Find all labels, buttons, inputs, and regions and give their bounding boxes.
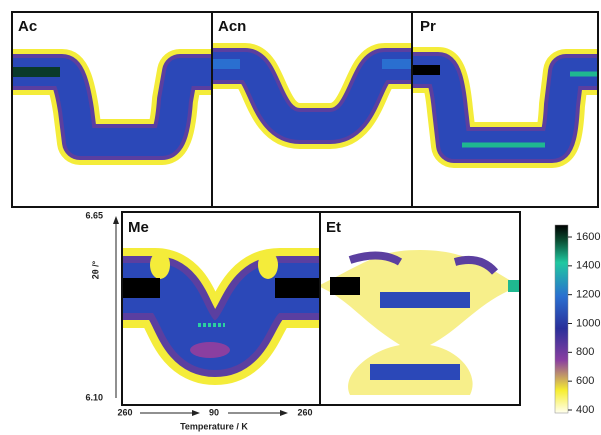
x-tick-label: 260 bbox=[297, 407, 312, 417]
panel-label: Acn bbox=[218, 18, 246, 35]
colorbar bbox=[555, 225, 568, 413]
intensity-map bbox=[318, 250, 520, 395]
panel-label: Me bbox=[128, 219, 149, 236]
panel-label: Et bbox=[326, 219, 341, 236]
x-tick-label: 90 bbox=[209, 407, 219, 417]
arrow-head bbox=[280, 410, 288, 416]
y-bottom-label: 6.10 bbox=[85, 392, 103, 402]
y-top-label: 6.65 bbox=[85, 210, 103, 220]
colorbar-tick-label: 1600 bbox=[576, 231, 600, 243]
colorbar-tick-label: 1200 bbox=[576, 289, 600, 301]
colorbar-tick-label: 400 bbox=[576, 404, 594, 416]
arrow-head bbox=[192, 410, 200, 416]
intensity-map bbox=[410, 70, 600, 145]
intensity-map bbox=[10, 72, 214, 142]
figure: Ac Acn Pr Me Et 6.65 6.10 2θ /° 260 90 2… bbox=[0, 0, 601, 435]
colorbar-tick-label: 600 bbox=[576, 375, 594, 387]
x-axis-label: Temperature / K bbox=[180, 421, 248, 431]
intensity-map bbox=[120, 251, 322, 358]
arrow-head bbox=[113, 216, 119, 224]
y-axis-label: 2θ /° bbox=[90, 260, 100, 279]
colorbar-tick-label: 1000 bbox=[576, 317, 600, 329]
colorbar-tick-label: 1400 bbox=[576, 260, 600, 272]
panel-label: Pr bbox=[420, 18, 436, 35]
x-tick-label: 260 bbox=[117, 407, 132, 417]
colorbar-ticks: 400 600 800 1000 1200 1400 1600 bbox=[568, 231, 600, 416]
intensity-map bbox=[210, 64, 414, 126]
colorbar-tick-label: 800 bbox=[576, 346, 594, 358]
panel-label: Ac bbox=[18, 18, 37, 35]
